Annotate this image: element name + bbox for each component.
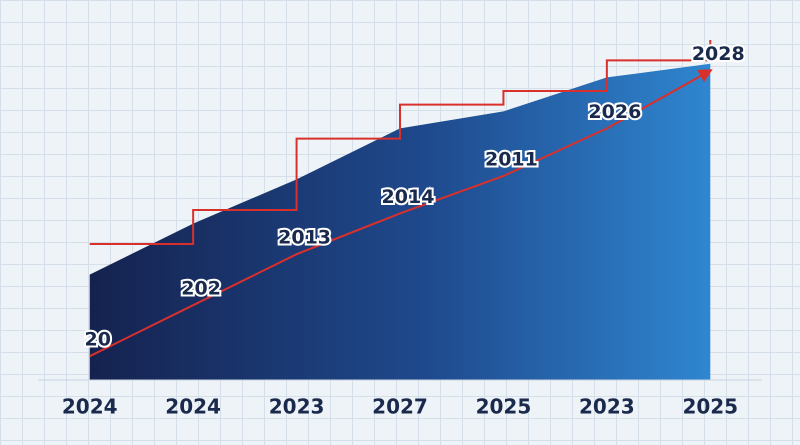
area	[89, 63, 711, 381]
point-annotation: 2026	[588, 101, 641, 123]
point-annotation: 2013	[278, 227, 331, 249]
trend-arrow	[89, 69, 713, 358]
x-tick-label: 2024	[165, 395, 221, 419]
point-annotation: 2011	[485, 149, 538, 171]
x-tick-label: 2025	[682, 395, 738, 419]
point-annotation: 202	[181, 278, 221, 300]
point-annotation: 2014	[382, 186, 435, 208]
point-annotation: 2028	[692, 43, 745, 65]
x-tick-label: 2023	[579, 395, 635, 419]
outline-line	[89, 40, 712, 245]
x-tick-label: 2027	[372, 395, 428, 419]
x-tick-label: 2023	[269, 395, 325, 419]
x-tick-label: 2024	[62, 395, 118, 419]
x-tick-label: 2025	[476, 395, 532, 419]
point-annotation: 20	[84, 329, 110, 351]
